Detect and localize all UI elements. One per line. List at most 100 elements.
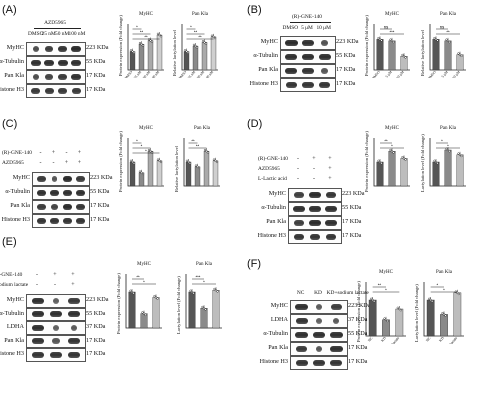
band: [67, 338, 81, 345]
bar: [444, 149, 452, 187]
x-tick-label: KD: [438, 336, 445, 343]
bar: [453, 292, 462, 337]
band: [31, 311, 45, 318]
dose-label: 10 μM: [316, 25, 331, 31]
significance-label: **: [144, 34, 148, 39]
chart-ylabel: Protein expression (Fold change): [118, 15, 123, 76]
blot-strip: [26, 307, 86, 321]
bar-chart-c-1: ***: [127, 138, 164, 187]
data-point: [378, 38, 382, 41]
band: [71, 88, 81, 94]
bar: [200, 308, 208, 329]
x-tick-label: 10 μM: [396, 69, 406, 78]
significance-label: *: [441, 138, 443, 143]
blot-row-kda: 17 KDa: [86, 336, 106, 344]
data-point: [154, 296, 158, 299]
blot-strip: [26, 294, 86, 308]
data-point: [138, 170, 142, 173]
x-tick-label: 100 nM: [204, 69, 215, 78]
compound-label: (R)-GNE-140: [292, 14, 322, 20]
panel-label-b: (B): [247, 4, 262, 16]
chart-title: Pan Kla: [192, 12, 208, 17]
band: [58, 74, 68, 80]
band: [31, 338, 45, 345]
significance-label: ***: [196, 274, 201, 279]
data-point: [398, 307, 401, 311]
bar: [201, 42, 208, 71]
band: [70, 324, 78, 331]
data-point: [390, 39, 394, 42]
blot-strip: [32, 214, 90, 228]
band: [295, 318, 308, 324]
band: [330, 360, 343, 366]
blot-strip: [26, 348, 86, 362]
condition-sign: -: [36, 272, 38, 278]
condition-sign: -: [313, 166, 315, 172]
chart-ylabel: Lactylation level (Fold change): [176, 276, 181, 334]
condition-sign: +: [64, 160, 69, 166]
data-point: [436, 39, 439, 42]
blot-row-label: Histone H3: [259, 358, 288, 365]
compound-line: [34, 28, 82, 29]
band: [296, 346, 308, 352]
blot-strip: [280, 36, 336, 50]
blot-row-kda: 17 KDa: [86, 350, 106, 357]
band: [31, 88, 41, 94]
bar: [183, 51, 190, 71]
band: [75, 190, 86, 196]
blot-row-label: MyHC: [260, 38, 278, 45]
chart-ylabel: Protein expression (Fold change): [364, 15, 369, 76]
data-point: [156, 32, 160, 35]
data-point: [390, 150, 394, 153]
panel-label-a: (A): [2, 4, 17, 16]
condition-label: L-Lactic acid: [258, 176, 287, 182]
data-point: [429, 298, 432, 302]
data-point: [448, 150, 451, 153]
chart-axis: [365, 282, 406, 337]
bar-chart-b-2: ns** DMSO 5 μM 10 μM: [427, 24, 466, 78]
blot-row-label: MyHC: [12, 174, 30, 181]
data-point: [140, 43, 143, 46]
chart-ylabel: Protein expression (Fold change): [118, 131, 123, 192]
band: [321, 40, 329, 46]
significance-label: *: [136, 24, 138, 29]
data-point: [444, 314, 447, 317]
data-point: [138, 41, 142, 45]
blot-row-label: Histone H3: [249, 80, 278, 87]
dose-label: 50 nM: [55, 31, 70, 37]
band: [294, 220, 304, 226]
bar: [140, 313, 148, 329]
band: [330, 332, 343, 338]
bar: [138, 44, 145, 71]
chart-ylabel: Relative lactylation level: [420, 30, 425, 76]
band: [285, 54, 298, 60]
data-point: [456, 291, 459, 294]
blot-strip: [280, 50, 336, 64]
data-point: [213, 287, 216, 291]
bar: [188, 291, 196, 329]
band: [51, 176, 58, 182]
blot-row-label: Histone H3: [1, 216, 30, 223]
blot-row-label: α-Tubulin: [261, 204, 286, 211]
condition-sign: -: [52, 160, 55, 166]
bar: [382, 319, 390, 337]
blot-row-kda: 17 KDa: [90, 216, 110, 223]
data-point: [370, 297, 373, 300]
bar: [400, 56, 408, 71]
dose-label: DMSO: [282, 25, 299, 31]
condition-sign: +: [77, 160, 82, 166]
bar: [156, 34, 163, 71]
blot-strip: [26, 334, 86, 348]
data-point: [140, 171, 143, 174]
data-point: [399, 309, 402, 312]
x-tick-label: DMSO: [178, 70, 188, 78]
panel-label-d: (D): [247, 118, 263, 130]
x-tick-label: KD: [380, 336, 387, 343]
x-tick-label: NC: [367, 336, 374, 343]
x-tick-label: 100 nM: [150, 69, 161, 78]
significance-label: **: [446, 29, 450, 34]
dose-label: 5 μM: [301, 25, 313, 31]
condition-sign: -: [54, 282, 56, 288]
blot-row-label: Histone H3: [0, 86, 24, 93]
